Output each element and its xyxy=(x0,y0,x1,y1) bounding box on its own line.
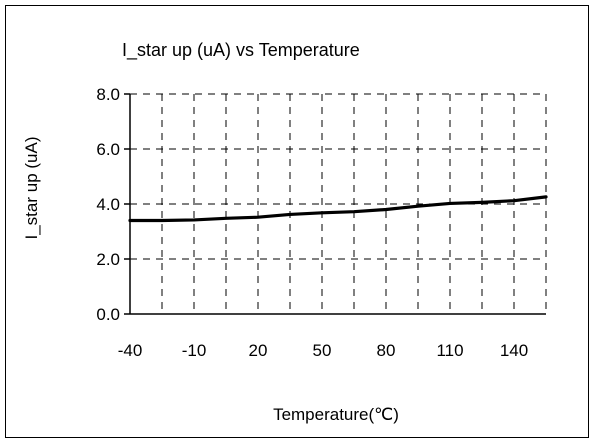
x-tick-label: 20 xyxy=(249,341,268,360)
x-tick-label: 110 xyxy=(436,341,463,360)
y-tick-label: 2.0 xyxy=(96,250,120,269)
tick-labels: 0.0 2.0 4.0 6.0 8.0 -40 -10 20 50 80 110 140 xyxy=(96,85,528,360)
y-tick-label: 8.0 xyxy=(96,85,120,104)
y-tick-label: 4.0 xyxy=(96,195,120,214)
x-tick-label: -10 xyxy=(182,341,207,360)
series-line xyxy=(128,195,548,223)
x-tick-label: -40 xyxy=(118,341,143,360)
line-chart: I_star up (uA) vs Temperature I_star up … xyxy=(22,40,548,424)
x-tick-label: 50 xyxy=(313,341,332,360)
x-tick-label: 140 xyxy=(500,341,528,360)
x-axis-label: Temperature(℃) xyxy=(273,405,399,424)
chart-title: I_star up (uA) vs Temperature xyxy=(122,40,360,61)
y-tick-label: 6.0 xyxy=(96,140,120,159)
grid xyxy=(130,93,547,314)
series-group xyxy=(128,195,548,223)
axes xyxy=(124,93,546,315)
y-tick-label: 0.0 xyxy=(96,305,120,324)
chart-frame: I_star up (uA) vs Temperature I_star up … xyxy=(5,5,589,438)
x-tick-label: 80 xyxy=(377,341,396,360)
y-axis-label: I_star up (uA) xyxy=(22,137,41,240)
